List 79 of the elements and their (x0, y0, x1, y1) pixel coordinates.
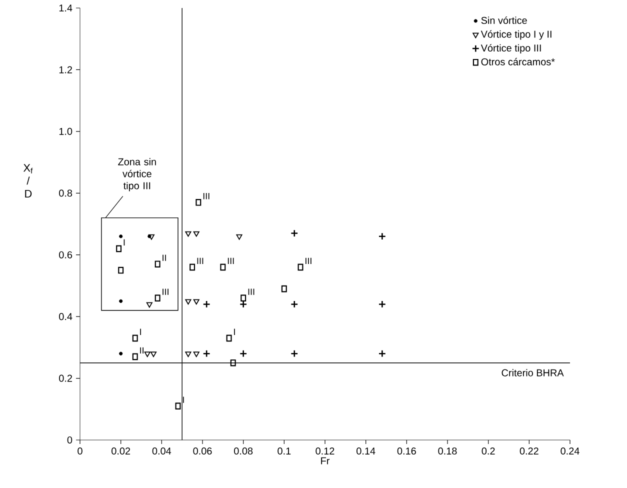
point (202, 350, 210, 358)
point (290, 350, 298, 358)
annotation: III (203, 193, 210, 200)
y-tick-label: 0.8 (59, 190, 72, 197)
annotation: III (306, 258, 312, 264)
point (240, 294, 246, 302)
annotation: II (162, 254, 166, 261)
y-tick-label: 0.4 (59, 313, 72, 320)
x-axis-title: Fr (321, 457, 330, 464)
y-axis-title: X$_{f}$ / D (23, 164, 33, 198)
y-tick-label: 1.4 (59, 4, 72, 12)
point (150, 352, 157, 358)
point (202, 300, 210, 308)
point (185, 299, 192, 305)
point (132, 334, 138, 342)
x-tick-label: 0.12 (316, 448, 334, 455)
annotation: II (140, 347, 144, 354)
annotation: I (140, 328, 141, 335)
x-tick-label: 0.06 (193, 448, 212, 455)
x-tick-label: 0.18 (438, 448, 457, 455)
point (185, 231, 192, 237)
point (220, 264, 226, 271)
y-tick-label: 0.2 (59, 374, 72, 382)
point (144, 352, 150, 358)
x-tick-label: 0 (78, 448, 82, 455)
x-tick-label: 0.2 (482, 448, 495, 455)
legend-label: Otros cárcamos* (481, 58, 555, 66)
annotation: I (124, 239, 125, 246)
x-tick-label: 0.14 (356, 448, 376, 455)
point (193, 352, 200, 358)
point (236, 234, 242, 240)
annotation: III (197, 258, 204, 264)
x-tick-label: 0.22 (520, 448, 538, 455)
point (132, 353, 138, 360)
x-tick-label: 0.04 (152, 448, 172, 455)
annotation: III (228, 258, 234, 264)
x-tick-label: 0.16 (397, 448, 416, 455)
point (119, 352, 123, 356)
y-tick-label: 0 (67, 436, 72, 444)
point (119, 299, 123, 303)
point (190, 264, 196, 271)
point (119, 234, 123, 238)
point (230, 359, 236, 366)
annotation: I (234, 328, 235, 335)
point (193, 299, 200, 305)
point (298, 264, 304, 271)
legend-label: Vórtice tipo III (480, 44, 541, 54)
point (148, 234, 154, 240)
y-tick-label: 1.2 (59, 66, 72, 74)
point (281, 285, 287, 292)
point (185, 352, 192, 358)
point (378, 350, 386, 358)
point (378, 232, 386, 240)
point (378, 300, 386, 308)
point (290, 300, 298, 308)
point (118, 266, 124, 274)
annotation: III (162, 288, 168, 295)
x-tick-label: 0.02 (112, 448, 130, 455)
annotation: I (183, 396, 184, 403)
point (154, 260, 160, 268)
legend-label: Sin vórtice (481, 16, 527, 24)
point (175, 402, 181, 410)
x-tick-label: 0.1 (278, 448, 291, 455)
point (193, 231, 200, 237)
x-tick-label: 0.08 (234, 448, 253, 455)
point (146, 302, 152, 308)
point (196, 198, 202, 206)
point (290, 229, 298, 238)
annotation: III (248, 288, 254, 295)
point (240, 350, 248, 358)
x-tick-label: 0.24 (560, 448, 580, 455)
ref-line-label: Criterio BHRA (502, 369, 564, 376)
y-tick-label: 0.6 (59, 251, 72, 258)
legend-label: Vórtice tipo I y II (480, 30, 552, 40)
point (154, 294, 160, 302)
y-tick-label: 1.0 (59, 128, 72, 135)
annotation: Zona sin vórtice tipo III (118, 158, 156, 192)
point (116, 245, 122, 252)
point (226, 334, 232, 342)
